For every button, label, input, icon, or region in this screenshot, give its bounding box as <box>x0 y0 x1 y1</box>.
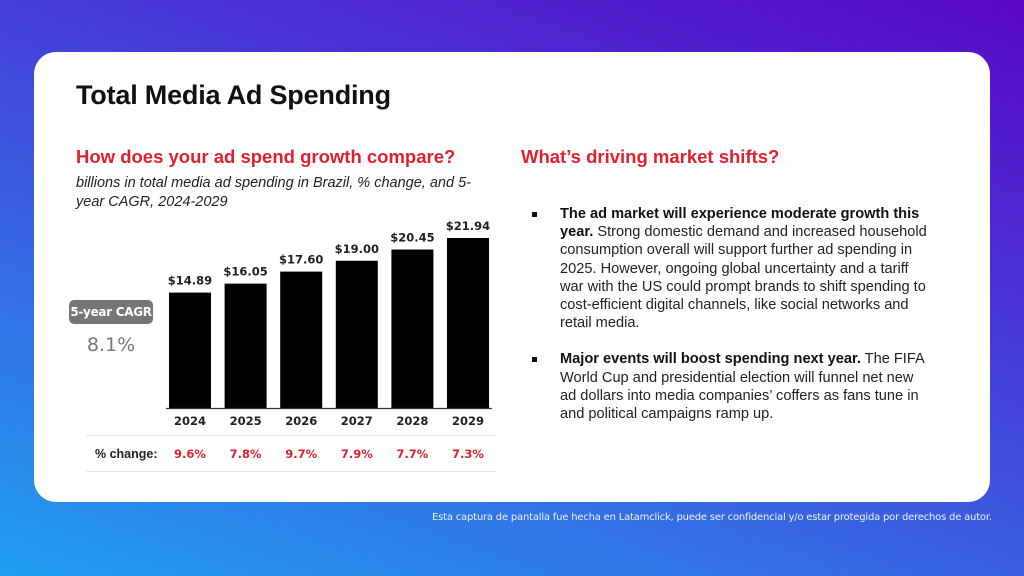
pct-change-value: 9.7% <box>285 447 317 461</box>
bar-2029 <box>447 237 489 408</box>
chart-heading: How does your ad spend growth compare? <box>76 146 456 167</box>
x-tick-label: 2025 <box>230 414 262 428</box>
chart-subtitle: billions in total media ad spending in B… <box>76 175 471 210</box>
x-tick-label: 2024 <box>174 414 206 428</box>
drivers-heading: What’s driving market shifts? <box>521 146 780 167</box>
bar-2027 <box>335 260 378 408</box>
bullet-square-icon <box>532 212 537 217</box>
drivers-list: The ad market will experience moderate g… <box>530 205 930 441</box>
page-title: Total Media Ad Spending <box>76 80 391 110</box>
x-tick-label: 2027 <box>341 414 373 428</box>
bullet-item: The ad market will experience moderate g… <box>530 205 930 332</box>
x-tick-label: 2029 <box>452 414 484 428</box>
bullet-text: Strong domestic demand and increased hou… <box>560 224 927 332</box>
bar-value-label: $17.60 <box>279 253 323 267</box>
content-card <box>34 52 990 502</box>
bar-2026 <box>280 271 323 408</box>
bar-value-label: $16.05 <box>223 265 267 279</box>
bullet-item: Major events will boost spending next ye… <box>530 350 930 423</box>
bullet-square-icon <box>532 357 537 363</box>
pct-change-value: 9.6% <box>174 447 206 461</box>
pct-change-label: % change: <box>95 447 158 461</box>
pct-change-value: 7.9% <box>341 447 373 461</box>
bar-2028 <box>391 249 434 408</box>
labels-group: $14.89 2024 9.6% $16.05 2025 7.8% $17.60 2026 9.… <box>168 219 490 461</box>
x-tick-label: 2026 <box>285 414 317 428</box>
pct-change-value: 7.3% <box>452 447 484 461</box>
bars-group <box>169 237 489 408</box>
bar-value-label: $21.94 <box>446 219 490 233</box>
bullet-bold-lead: The ad market will experience moderate g… <box>560 206 920 241</box>
bar-value-label: $19.00 <box>335 242 379 256</box>
bar-2025 <box>224 283 267 408</box>
cagr-badge: 5-year CAGR <box>69 300 153 324</box>
pct-change-value: 7.7% <box>396 447 428 461</box>
bar-value-label: $14.89 <box>168 274 212 288</box>
bar-value-label: $20.45 <box>390 231 434 245</box>
pct-change-value: 7.8% <box>230 447 262 461</box>
cagr-value: 8.1% <box>86 334 136 356</box>
bullet-bold-lead: Major events will boost spending next ye… <box>560 351 861 368</box>
bar-2024 <box>169 292 211 408</box>
watermark-notice: Esta captura de pantalla fue hecha en La… <box>432 512 992 523</box>
x-tick-label: 2028 <box>396 414 428 428</box>
bullet-text: The FIFA World Cup and presidential elec… <box>560 351 924 423</box>
